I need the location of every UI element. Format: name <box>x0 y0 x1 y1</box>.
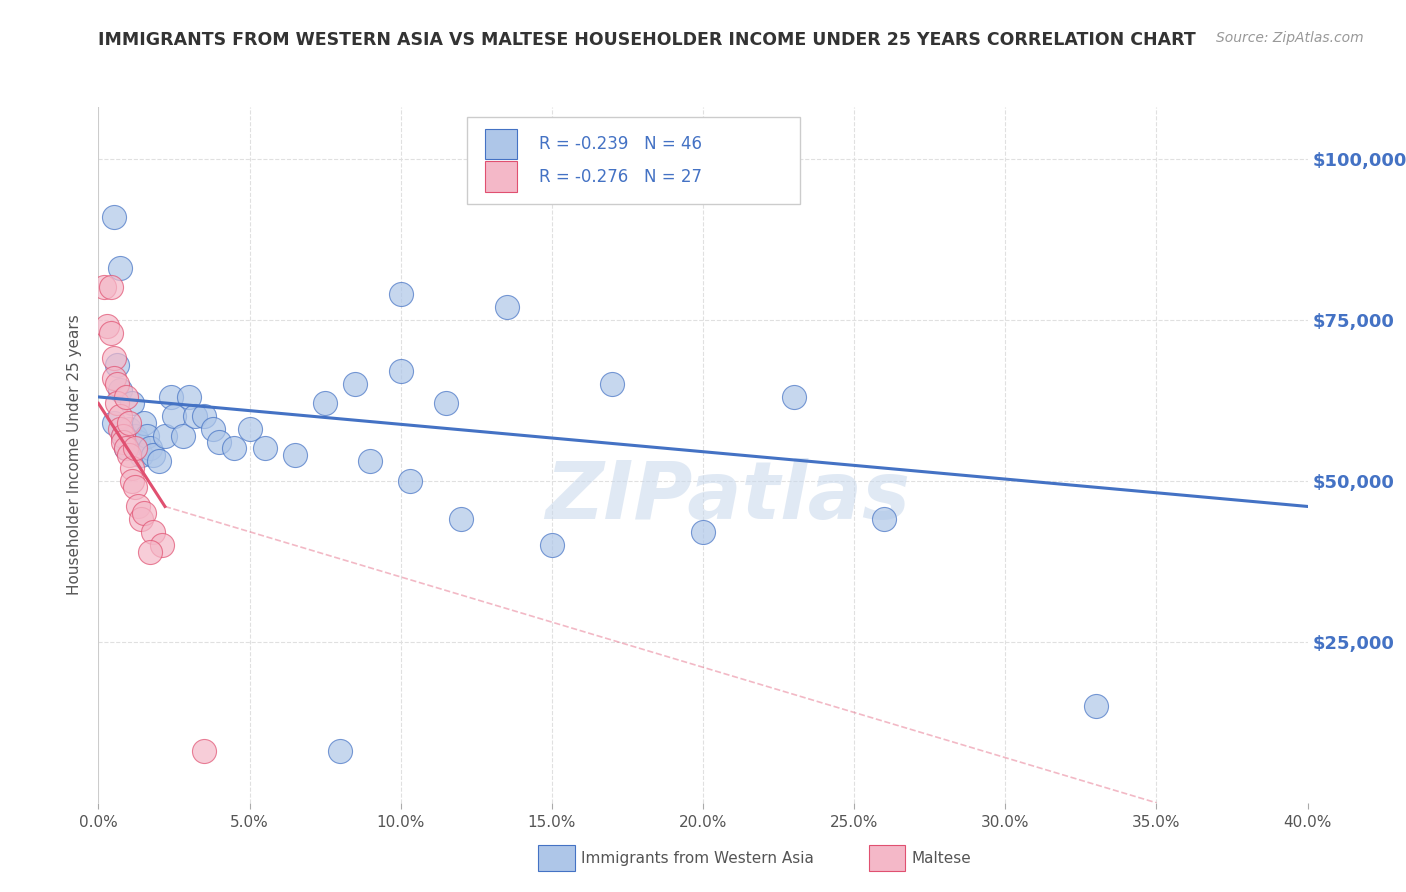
Point <box>103 351 125 366</box>
Point <box>398 474 420 488</box>
FancyBboxPatch shape <box>485 161 517 192</box>
Point <box>127 435 149 450</box>
Point <box>132 506 155 520</box>
Point <box>135 428 157 442</box>
Point <box>360 454 382 468</box>
Point <box>103 416 125 430</box>
Point <box>132 416 155 430</box>
Point <box>127 500 149 514</box>
Point <box>111 435 134 450</box>
Point <box>100 326 122 340</box>
Point <box>344 377 367 392</box>
Point <box>105 377 128 392</box>
Point <box>163 409 186 424</box>
Point <box>114 442 136 456</box>
Point <box>118 416 141 430</box>
Point <box>602 377 624 392</box>
Point <box>239 422 262 436</box>
Text: Maltese: Maltese <box>911 851 970 865</box>
Point <box>124 442 146 456</box>
Point <box>139 544 162 558</box>
Point <box>96 319 118 334</box>
Point <box>389 364 412 378</box>
Point <box>124 428 146 442</box>
Point <box>118 448 141 462</box>
Point <box>111 428 134 442</box>
Point <box>193 409 215 424</box>
Point <box>314 396 336 410</box>
Point <box>329 744 352 758</box>
Point <box>111 428 134 442</box>
Point <box>184 409 207 424</box>
Y-axis label: Householder Income Under 25 years: Householder Income Under 25 years <box>67 315 83 595</box>
Point <box>142 525 165 540</box>
Point <box>108 261 131 276</box>
Point <box>692 525 714 540</box>
Point <box>153 428 176 442</box>
Point <box>873 512 896 526</box>
Point <box>108 422 131 436</box>
Point <box>172 428 194 442</box>
Point <box>124 480 146 494</box>
Point <box>150 538 173 552</box>
Point <box>100 280 122 294</box>
Point <box>202 422 225 436</box>
Point <box>148 454 170 468</box>
Point <box>783 390 806 404</box>
Point <box>121 396 143 410</box>
Point <box>224 442 246 456</box>
Text: Immigrants from Western Asia: Immigrants from Western Asia <box>581 851 814 865</box>
Point <box>179 390 201 404</box>
Text: IMMIGRANTS FROM WESTERN ASIA VS MALTESE HOUSEHOLDER INCOME UNDER 25 YEARS CORREL: IMMIGRANTS FROM WESTERN ASIA VS MALTESE … <box>98 31 1197 49</box>
Point <box>93 280 115 294</box>
Point <box>114 390 136 404</box>
Point <box>208 435 231 450</box>
Point <box>114 442 136 456</box>
FancyBboxPatch shape <box>485 128 517 159</box>
Point <box>160 390 183 404</box>
Point <box>389 286 412 301</box>
Point <box>284 448 307 462</box>
Point <box>108 409 131 424</box>
Point <box>142 448 165 462</box>
Point <box>121 474 143 488</box>
Point <box>105 358 128 372</box>
Point <box>129 512 152 526</box>
Point <box>450 512 472 526</box>
Point <box>129 448 152 462</box>
Text: ZIPatlas: ZIPatlas <box>544 458 910 536</box>
Point <box>1085 699 1108 714</box>
Point <box>103 210 125 224</box>
Point <box>108 384 131 398</box>
Text: Source: ZipAtlas.com: Source: ZipAtlas.com <box>1216 31 1364 45</box>
Point <box>139 442 162 456</box>
Point <box>103 370 125 384</box>
Point <box>495 300 517 314</box>
Point <box>434 396 457 410</box>
FancyBboxPatch shape <box>467 118 800 204</box>
Point <box>253 442 276 456</box>
Point <box>118 422 141 436</box>
Point <box>105 396 128 410</box>
Text: R = -0.239   N = 46: R = -0.239 N = 46 <box>538 135 702 153</box>
Point <box>121 460 143 475</box>
Text: R = -0.276   N = 27: R = -0.276 N = 27 <box>538 168 702 186</box>
Point <box>193 744 215 758</box>
Point <box>540 538 562 552</box>
